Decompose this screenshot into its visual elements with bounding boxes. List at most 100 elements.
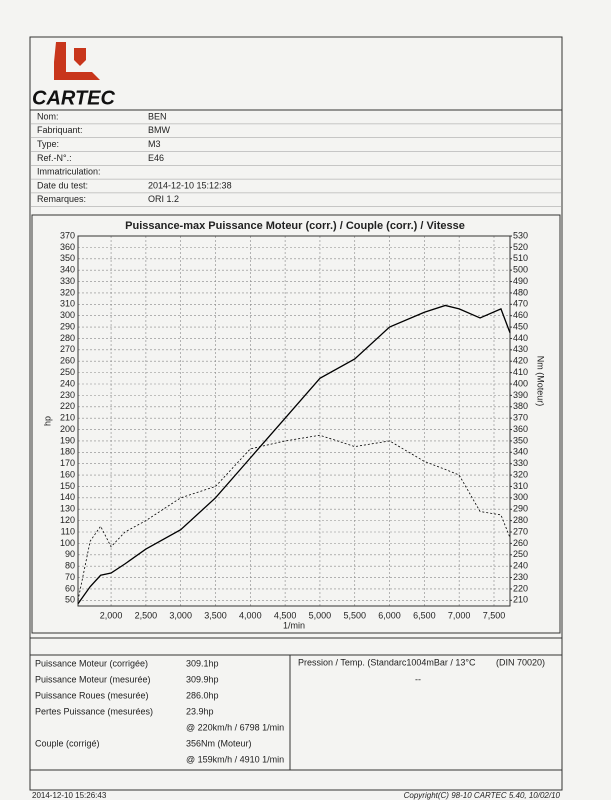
field-label: Remarques: (37, 194, 86, 204)
y2-tick-label: 450 (513, 321, 528, 331)
x-tick-label: 5,500 (343, 610, 366, 620)
logo-mark-2 (74, 48, 86, 66)
result-label: Puissance Moteur (corrigée) (35, 658, 148, 668)
y2-tick-label: 410 (513, 367, 528, 377)
y2-tick-label: 480 (513, 287, 528, 297)
y2-tick-label: 510 (513, 253, 528, 263)
result-label: Puissance Roues (mesurée) (35, 690, 149, 700)
x-tick-label: 7,000 (448, 610, 471, 620)
x-axis-label: 1/min (283, 620, 305, 630)
y2-tick-label: 210 (513, 595, 528, 605)
footer-copyright: Copyright(C) 98-10 CARTEC 5.40, 10/02/10 (404, 791, 561, 800)
x-tick-label: 2,500 (135, 610, 158, 620)
field-label: Nom: (37, 111, 59, 121)
x-tick-label: 6,500 (413, 610, 436, 620)
y-tick-label: 60 (65, 583, 75, 593)
result-value: @ 220km/h / 6798 1/min (186, 722, 284, 732)
y2-tick-label: 360 (513, 424, 528, 434)
y-tick-label: 140 (60, 492, 75, 502)
y2-tick-label: 520 (513, 242, 528, 252)
field-value: 2014-12-10 15:12:38 (148, 180, 232, 190)
y-tick-label: 270 (60, 344, 75, 354)
y2-tick-label: 250 (513, 549, 528, 559)
y-axis-label: hp (42, 416, 52, 426)
y-tick-label: 50 (65, 595, 75, 605)
field-value: BMW (148, 125, 171, 135)
y2-tick-label: 370 (513, 413, 528, 423)
x-tick-label: 3,500 (204, 610, 227, 620)
y-tick-label: 200 (60, 424, 75, 434)
x-tick-label: 4,500 (274, 610, 297, 620)
y-tick-label: 160 (60, 469, 75, 479)
y-tick-label: 180 (60, 447, 75, 457)
y-tick-label: 80 (65, 561, 75, 571)
y-tick-label: 100 (60, 538, 75, 548)
y-tick-label: 150 (60, 481, 75, 491)
y2-tick-label: 260 (513, 538, 528, 548)
conditions-norm: (DIN 70020) (496, 657, 545, 667)
fields: Nom: BEN Fabriquant: BMW Type: M3 Ref.-N°.: E46… (30, 111, 562, 207)
result-value: 286.0hp (186, 690, 219, 700)
power-line (77, 304, 511, 605)
y2-tick-label: 330 (513, 458, 528, 468)
y2-tick-label: 350 (513, 435, 528, 445)
x-tick-label: 2,000 (100, 610, 123, 620)
y-tick-label: 280 (60, 333, 75, 343)
field-label: Date du test: (37, 180, 88, 190)
y2-tick-label: 310 (513, 481, 528, 491)
y2-tick-label: 440 (513, 333, 528, 343)
y-tick-label: 130 (60, 504, 75, 514)
conditions-value: -- (415, 674, 421, 684)
y-tick-label: 260 (60, 356, 75, 366)
results: Puissance Moteur (corrigée) 309.1hp Puissa… (35, 658, 284, 764)
result-label: Pertes Puissance (mesurées) (35, 706, 153, 716)
y2-tick-label: 530 (513, 230, 528, 240)
y-tick-label: 240 (60, 378, 75, 388)
y-tick-label: 220 (60, 401, 75, 411)
y2-tick-label: 400 (513, 378, 528, 388)
x-tick-label: 7,500 (483, 610, 506, 620)
y-tick-label: 340 (60, 265, 75, 275)
y-tick-label: 360 (60, 242, 75, 252)
result-value: 309.9hp (186, 674, 219, 684)
y-tick-label: 320 (60, 287, 75, 297)
result-value: @ 159km/h / 4910 1/min (186, 754, 284, 764)
logo-text: CARTEC (32, 87, 116, 109)
y-tick-label: 230 (60, 390, 75, 400)
y2-tick-label: 240 (513, 561, 528, 571)
x-tick-label: 6,000 (378, 610, 401, 620)
x-tick-label: 3,000 (169, 610, 192, 620)
logo-mark (54, 42, 100, 80)
field-label: Fabriquant: (37, 125, 83, 135)
y-tick-label: 70 (65, 572, 75, 582)
y2-tick-label: 320 (513, 469, 528, 479)
footer-date: 2014-12-10 15:26:43 (32, 791, 107, 800)
result-value: 356Nm (Moteur) (186, 738, 252, 748)
page-frame (29, 36, 563, 791)
field-value: E46 (148, 153, 164, 163)
y2-tick-label: 280 (513, 515, 528, 525)
field-value: ORI 1.2 (148, 194, 179, 204)
field-value: BEN (148, 111, 167, 121)
y-tick-label: 290 (60, 321, 75, 331)
y2-tick-label: 380 (513, 401, 528, 411)
y-tick-label: 300 (60, 310, 75, 320)
field-value: M3 (148, 139, 161, 149)
y-tick-label: 120 (60, 515, 75, 525)
x-tick-label: 5,000 (309, 610, 332, 620)
y-tick-label: 250 (60, 367, 75, 377)
y2-tick-label: 470 (513, 299, 528, 309)
y-tick-label: 210 (60, 413, 75, 423)
y-tick-label: 310 (60, 299, 75, 309)
y2-tick-label: 230 (513, 572, 528, 582)
result-value: 23.9hp (186, 706, 214, 716)
result-value: 309.1hp (186, 658, 219, 668)
result-label: Puissance Moteur (mesurée) (35, 674, 151, 684)
y-tick-label: 90 (65, 549, 75, 559)
y-tick-label: 350 (60, 253, 75, 263)
y-tick-label: 190 (60, 435, 75, 445)
chart-frame (31, 214, 561, 634)
y2-tick-label: 300 (513, 492, 528, 502)
